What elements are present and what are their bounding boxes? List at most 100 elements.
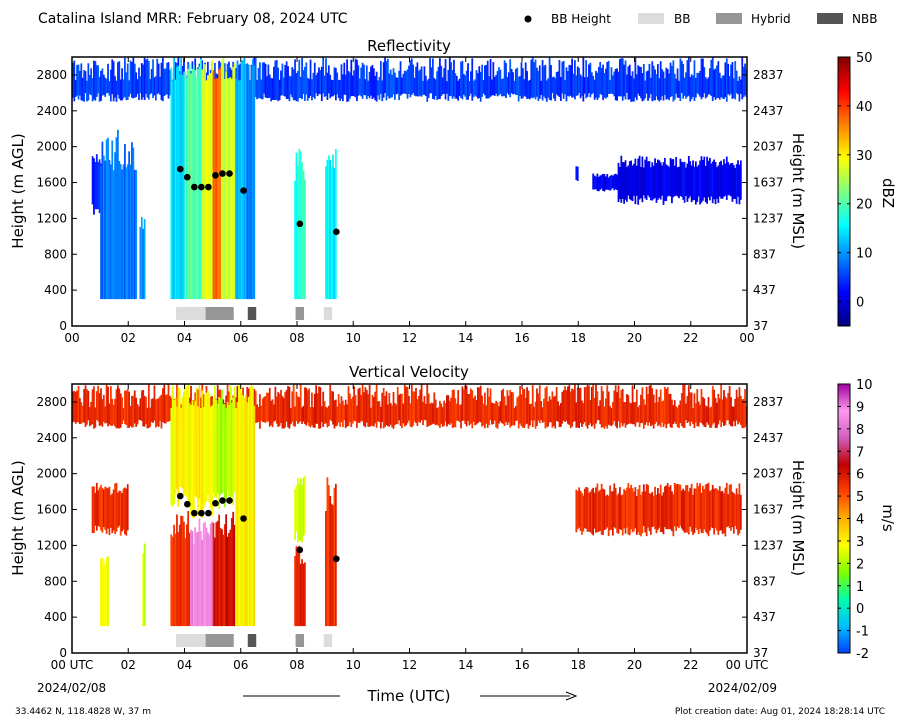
echo-column [412,391,415,426]
bb-height-point [176,165,184,173]
echo-column [329,74,332,99]
x-tick-label: 10 [346,658,361,672]
bb-height-point [191,509,198,517]
echo-column [301,162,303,300]
echo-column [367,394,370,427]
echo-column [522,68,524,99]
echo-column [323,401,326,424]
echo-column [270,78,273,102]
echo-column [257,406,260,422]
echo-column [212,522,215,627]
echo-column [249,80,251,300]
echo-column [699,70,701,97]
echo-column [94,162,97,210]
echo-column [101,557,104,627]
echo-column [264,63,267,98]
echo-column [226,78,229,300]
echo-column [152,59,154,99]
echo-column [718,162,721,197]
echo-column [81,405,84,423]
echo-column [723,493,725,534]
echo-column [214,537,216,627]
echo-column [125,488,128,536]
echo-column [447,69,450,101]
echo-column [401,77,403,95]
echo-column [315,75,318,94]
echo-column [574,384,576,422]
echo-column [455,403,458,421]
echo-column [499,401,502,422]
echo-column [702,485,704,534]
echo-column [631,71,634,102]
colorbar-tick-label: 8 [856,423,864,438]
echo-column [443,400,446,426]
echo-column [125,72,128,101]
echo-column [697,73,700,95]
velocity-overlay [176,492,340,647]
echo-column [337,394,340,423]
echo-column [533,406,536,421]
echo-column [308,78,311,99]
echo-column [102,155,105,300]
echo-column [522,388,524,428]
colorbar-tick-label: 9 [856,400,864,415]
y-tick-label-right: 1637 [753,176,784,190]
echo-column [541,407,544,423]
echo-column [512,72,514,95]
echo-column [543,65,545,97]
echo-column [80,402,83,424]
echo-column [531,385,534,428]
echo-column [235,78,237,300]
echo-column [704,77,707,99]
echo-column [114,152,116,300]
echo-column [448,57,451,96]
echo-column [313,62,316,99]
echo-column [662,71,665,101]
echo-column [685,485,687,533]
echo-column [630,75,633,102]
echo-column [507,72,510,95]
echo-region [100,556,109,627]
echo-region [100,129,138,300]
echo-column [295,72,298,102]
echo-column [655,162,658,203]
echo-column [326,159,329,300]
echo-column [370,66,372,96]
echo-column [124,390,126,424]
echo-column [287,66,289,99]
echo-column [420,384,423,421]
echo-column [97,162,100,210]
echo-column [244,64,247,300]
echo-column [76,390,78,423]
echo-column [732,492,735,534]
colorbar-tick-label: 1 [856,580,864,595]
echo-column [399,393,402,426]
echo-column [108,81,111,96]
echo-column [578,388,581,428]
echo-column [160,394,163,429]
echo-column [357,65,360,96]
echo-column [340,64,343,99]
echo-column [567,386,569,424]
echo-column [523,388,526,428]
echo-column [434,79,437,96]
echo-column [730,163,732,197]
y-tick-label-right: 437 [753,283,776,297]
echo-column [121,397,123,425]
echo-column [575,166,578,180]
legend-label-hybrid: Hybrid [751,12,791,26]
echo-column [98,76,101,102]
echo-column [654,486,656,530]
echo-column [115,482,118,532]
echo-column [131,61,133,98]
echo-column [730,484,732,531]
echo-column [599,400,602,425]
echo-column [298,397,301,423]
echo-column [192,543,195,627]
echo-column [412,64,415,93]
echo-column [88,407,91,427]
echo-column [304,562,306,627]
echo-column [126,484,129,531]
echo-column [738,483,741,534]
velocity-panel: Vertical Velocity 00 UTC 02 04 06 08 10 12 14 16… [9,363,897,672]
